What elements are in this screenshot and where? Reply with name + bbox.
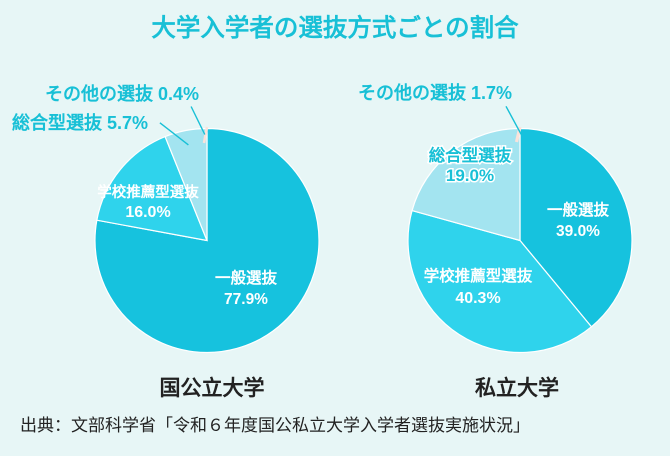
svg-text:40.3%: 40.3% [455,290,500,307]
svg-text:19.0%: 19.0% [446,166,494,185]
svg-text:16.0%: 16.0% [125,204,170,221]
svg-text:学校推薦型選抜: 学校推薦型選抜 [97,183,199,201]
svg-text:学校推薦型選抜: 学校推薦型選抜 [424,266,533,285]
svg-text:総合型選抜: 総合型選抜 [429,145,512,165]
svg-text:一般選抜: 一般選抜 [215,268,278,287]
svg-text:77.9%: 77.9% [224,291,268,308]
svg-text:39.0%: 39.0% [556,223,600,240]
svg-text:一般選抜: 一般選抜 [547,200,610,219]
